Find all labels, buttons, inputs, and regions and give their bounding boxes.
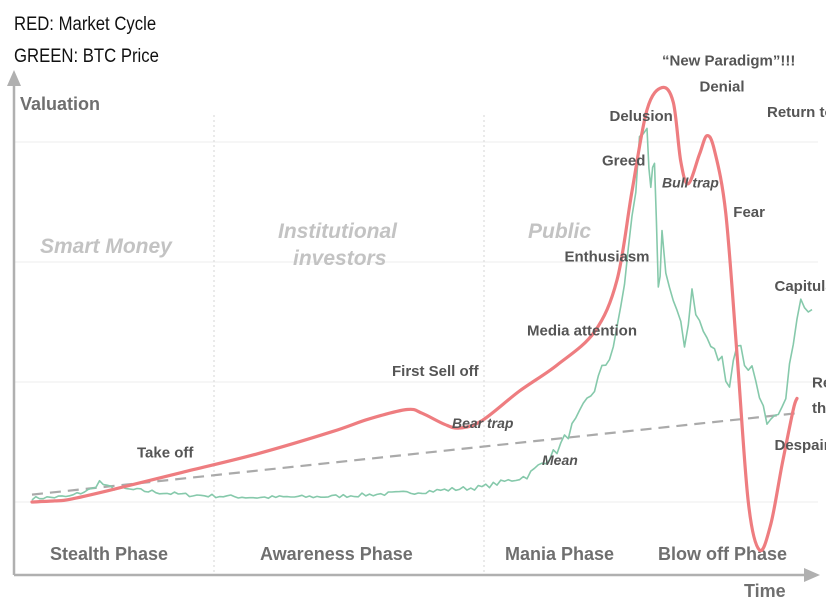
annotation-fear: Fear <box>733 204 765 221</box>
legend-green-entry: GREEN: BTC Price <box>14 46 159 67</box>
annotation-denial: Denial <box>700 78 745 95</box>
phase-mania: Mania Phase <box>505 544 614 564</box>
phase-blow-off: Blow off Phase <box>658 544 787 564</box>
phase-awareness: Awareness Phase <box>260 544 413 564</box>
annotation-new-paradigm: “New Paradigm”!!! <box>662 52 795 69</box>
annotation-return-to: Return to <box>812 374 826 391</box>
annotation-bull-trap: Bull trap <box>662 175 719 191</box>
phase-stealth: Stealth Phase <box>50 544 168 564</box>
series-market-cycle-line <box>30 85 799 553</box>
series-mean-line <box>31 412 798 496</box>
group-smart-money: Smart Money <box>40 235 173 258</box>
group-institutional-investors-line1: Institutional <box>278 220 398 243</box>
axes <box>7 70 820 582</box>
x-axis-title: Time <box>744 581 786 601</box>
grid <box>14 115 818 575</box>
annotation-layer: Take off First Sell off Bear trap Media att… <box>137 52 826 468</box>
annotation-first-sell-off: First Sell off <box>392 363 480 380</box>
annotation-media-attention: Media attention <box>527 323 637 340</box>
annotation-take-off: Take off <box>137 445 194 462</box>
y-axis-title: Valuation <box>20 94 100 114</box>
series-layer <box>30 85 813 553</box>
series-btc-price-line <box>31 127 813 501</box>
group-institutional-investors-line2: investors <box>293 247 386 270</box>
y-axis-arrow <box>7 70 21 86</box>
annotation-despair: Despair <box>775 437 826 454</box>
annotation-enthusiasm: Enthusiasm <box>565 249 650 266</box>
annotation-bear-trap: Bear trap <box>452 415 514 431</box>
annotation-delusion: Delusion <box>610 108 673 125</box>
annotation-mean: Mean <box>542 452 578 468</box>
annotation-greed: Greed <box>602 152 645 169</box>
group-public: Public <box>528 220 591 243</box>
annotation-return-to-normal: Return to “normal” <box>767 104 826 121</box>
x-axis-arrow <box>804 568 820 582</box>
annotation-the-mean: the mean <box>812 400 826 417</box>
legend-red-entry: RED: Market Cycle <box>14 14 157 35</box>
annotation-capitulation: Capitulation <box>775 278 826 295</box>
